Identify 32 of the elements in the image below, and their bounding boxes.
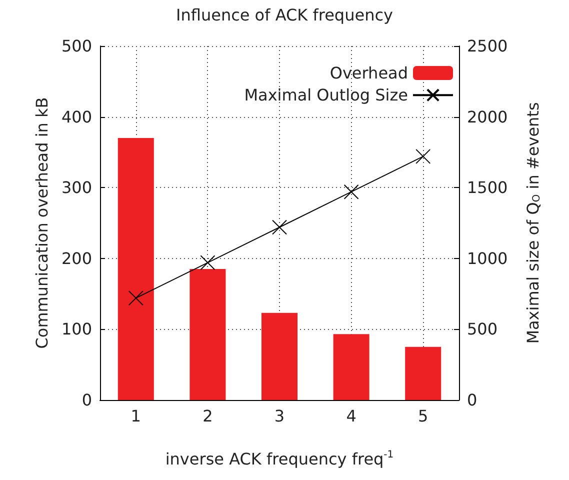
y-tick-label: 0 (82, 390, 92, 410)
point (344, 184, 359, 200)
x-tick-label: 3 (274, 406, 285, 426)
y2-axis-title: Maximal size of QO in #events (524, 102, 542, 344)
y-tick-label: 200 (61, 248, 92, 268)
bar (190, 269, 226, 400)
bar (405, 346, 442, 400)
y-tick-label: 400 (61, 107, 92, 126)
y-axis-title: Communication overhead in kB (32, 97, 52, 349)
point (416, 148, 431, 164)
point (200, 255, 216, 270)
bar (118, 138, 154, 400)
legend-label: Maximal Outlog Size (244, 86, 408, 105)
x-tick-label: 4 (346, 406, 356, 426)
y2-tick-label: 1000 (467, 248, 508, 268)
point (128, 290, 144, 306)
legend-label: Overhead (330, 64, 408, 82)
bar (262, 312, 298, 400)
y-tick-label: 100 (61, 320, 92, 339)
x-tick-label: 1 (130, 406, 141, 426)
point (272, 220, 287, 235)
y-tick-label: 300 (61, 178, 92, 198)
y2-tick-label: 2000 (467, 107, 508, 126)
x-tick-label: 5 (418, 406, 428, 426)
y2-tick-label: 0 (467, 390, 478, 410)
y2-tick-label: 2500 (467, 36, 508, 56)
x-tick-label: 2 (202, 406, 213, 426)
y2-tick-label: 1500 (467, 178, 508, 198)
bar (333, 334, 370, 400)
y-tick-label: 500 (61, 36, 92, 56)
chart-title: Influence of ACK frequency (176, 6, 393, 24)
y2-tick-label: 500 (467, 320, 498, 339)
